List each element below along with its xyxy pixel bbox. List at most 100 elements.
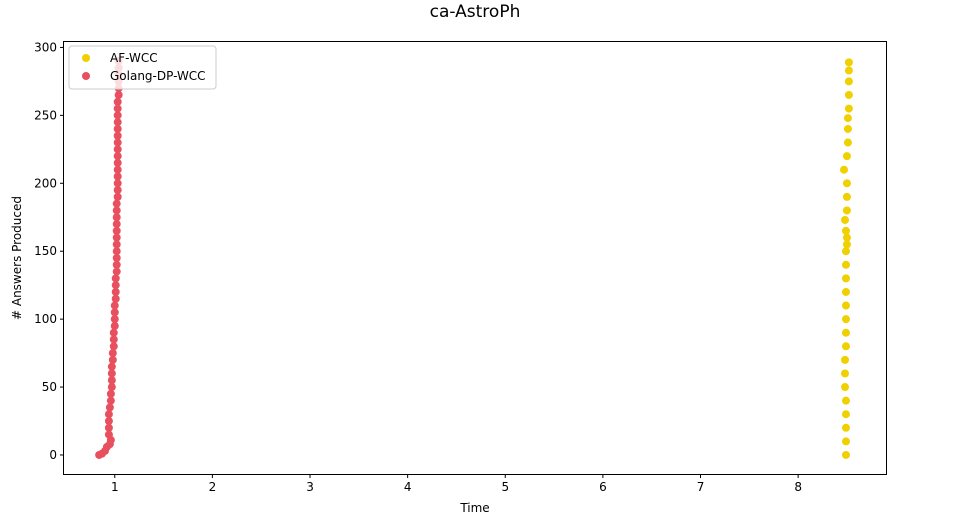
x-tick-label: 3 (306, 480, 314, 494)
data-point-golang-dp-wcc (112, 206, 121, 215)
y-tick-label: 250 (34, 108, 57, 122)
y-tick-label: 150 (34, 244, 57, 258)
x-tick-label: 5 (501, 480, 509, 494)
data-point-golang-dp-wcc (109, 335, 118, 344)
x-axis-label: Time (459, 501, 489, 515)
plot-area-frame (63, 41, 887, 475)
data-point-golang-dp-wcc (113, 158, 122, 167)
data-point-af-wcc (844, 58, 853, 67)
data-point-af-wcc (841, 274, 850, 283)
data-point-golang-dp-wcc (113, 192, 122, 201)
data-point-golang-dp-wcc (114, 90, 123, 99)
data-point-golang-dp-wcc (108, 349, 117, 358)
data-point-af-wcc (841, 410, 850, 419)
y-tick-label: 100 (34, 312, 57, 326)
data-point-af-wcc (840, 165, 849, 174)
data-point-golang-dp-wcc (104, 417, 113, 426)
data-point-golang-dp-wcc (113, 172, 122, 181)
data-point-af-wcc (841, 260, 850, 269)
legend-label: AF-WCC (110, 51, 158, 65)
data-point-golang-dp-wcc (113, 124, 122, 133)
data-point-golang-dp-wcc (110, 321, 119, 330)
data-point-af-wcc (843, 114, 852, 123)
x-axis: 1 2 3 4 5 6 7 8 (111, 474, 802, 494)
data-point-golang-dp-wcc (113, 186, 122, 195)
y-tick-label: 200 (34, 176, 57, 190)
data-point-af-wcc (841, 437, 850, 446)
x-tick-label: 7 (697, 480, 705, 494)
data-point-golang-dp-wcc (106, 389, 115, 398)
data-point-af-wcc (844, 77, 853, 86)
data-point-af-wcc (841, 342, 850, 351)
data-point-golang-dp-wcc (112, 213, 121, 222)
data-point-af-wcc (841, 328, 850, 337)
data-point-golang-dp-wcc (111, 287, 120, 296)
data-point-golang-dp-wcc (111, 281, 120, 290)
y-axis: 0 50 100 150 200 250 300 (34, 40, 64, 462)
data-point-golang-dp-wcc (110, 301, 119, 310)
data-point-golang-dp-wcc (112, 199, 121, 208)
x-tick-label: 4 (404, 480, 412, 494)
data-point-golang-dp-wcc (111, 274, 120, 283)
data-point-golang-dp-wcc (107, 362, 116, 371)
data-point-golang-dp-wcc (113, 152, 122, 161)
data-point-golang-dp-wcc (113, 111, 122, 120)
data-point-golang-dp-wcc (108, 355, 117, 364)
data-point-af-wcc (842, 192, 851, 201)
data-point-golang-dp-wcc (113, 97, 122, 106)
data-point-golang-dp-wcc (112, 220, 121, 229)
data-point-golang-dp-wcc (107, 383, 116, 392)
legend-marker (82, 72, 90, 80)
data-point-golang-dp-wcc (113, 138, 122, 147)
data-point-af-wcc (841, 287, 850, 296)
chart-title: ca-AstroPh (430, 2, 521, 22)
legend-label: Golang-DP-WCC (110, 69, 206, 83)
data-point-golang-dp-wcc (109, 328, 118, 337)
data-point-af-wcc (842, 233, 851, 242)
data-point-af-wcc (841, 423, 850, 432)
data-point-af-wcc (841, 396, 850, 405)
data-point-af-wcc (843, 138, 852, 147)
data-point-golang-dp-wcc (110, 315, 119, 324)
data-point-golang-dp-wcc (113, 145, 122, 154)
data-point-golang-dp-wcc (111, 294, 120, 303)
data-point-golang-dp-wcc (112, 233, 121, 242)
data-point-golang-dp-wcc (106, 396, 115, 405)
data-point-golang-dp-wcc (107, 369, 116, 378)
data-point-golang-dp-wcc (104, 410, 113, 419)
data-point-golang-dp-wcc (110, 308, 119, 317)
data-point-af-wcc (841, 301, 850, 310)
y-tick-label: 300 (34, 40, 57, 54)
data-point-golang-dp-wcc (113, 104, 122, 113)
data-point-af-wcc (843, 124, 852, 133)
x-tick-label: 2 (209, 480, 217, 494)
data-point-golang-dp-wcc (112, 260, 121, 269)
data-point-golang-dp-wcc (113, 179, 122, 188)
data-point-af-wcc (840, 383, 849, 392)
legend-box (68, 45, 217, 90)
data-point-golang-dp-wcc (105, 403, 114, 412)
data-point-golang-dp-wcc (112, 267, 121, 276)
data-points (95, 57, 853, 459)
y-tick-label: 0 (49, 448, 57, 462)
x-tick-label: 6 (599, 480, 607, 494)
data-point-golang-dp-wcc (112, 226, 121, 235)
data-point-af-wcc (840, 215, 849, 224)
data-point-golang-dp-wcc (107, 376, 116, 385)
y-tick-label: 50 (42, 380, 57, 394)
data-point-af-wcc (842, 179, 851, 188)
data-point-af-wcc (842, 240, 851, 249)
data-point-golang-dp-wcc (112, 240, 121, 249)
data-point-af-wcc (844, 90, 853, 99)
data-point-af-wcc (841, 450, 850, 459)
data-point-golang-dp-wcc (112, 254, 121, 262)
data-point-af-wcc (844, 66, 853, 75)
data-point-af-wcc (841, 315, 850, 324)
data-point-af-wcc (841, 247, 850, 256)
data-point-af-wcc (841, 226, 850, 235)
data-point-af-wcc (842, 206, 851, 215)
legend: AF-WCC Golang-DP-WCC (68, 45, 217, 90)
data-point-af-wcc (840, 369, 849, 378)
legend-marker (82, 54, 90, 62)
